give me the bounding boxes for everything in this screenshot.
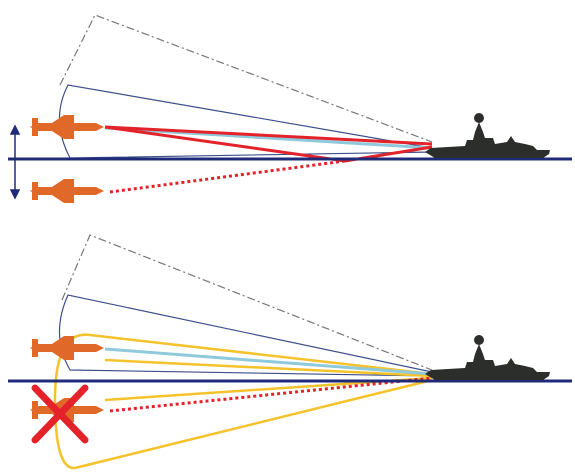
image-path — [109, 159, 346, 194]
ship — [425, 335, 550, 380]
double-arrow — [9, 124, 21, 200]
bottom-panel — [8, 234, 572, 470]
dash-dot-envelope — [59, 14, 433, 143]
red-path — [104, 125, 433, 146]
yellow-path — [104, 358, 433, 378]
ship — [425, 113, 550, 158]
yellow-envelope — [53, 333, 433, 470]
image-path — [109, 376, 433, 413]
dash-dot-envelope — [61, 234, 433, 371]
top-panel — [8, 14, 572, 203]
missile — [30, 115, 104, 139]
missile — [30, 336, 104, 360]
direct-path — [104, 347, 433, 376]
missile-image — [30, 179, 104, 203]
cross — [31, 384, 89, 444]
beam-envelope — [58, 294, 433, 377]
reflected-path — [104, 125, 433, 163]
